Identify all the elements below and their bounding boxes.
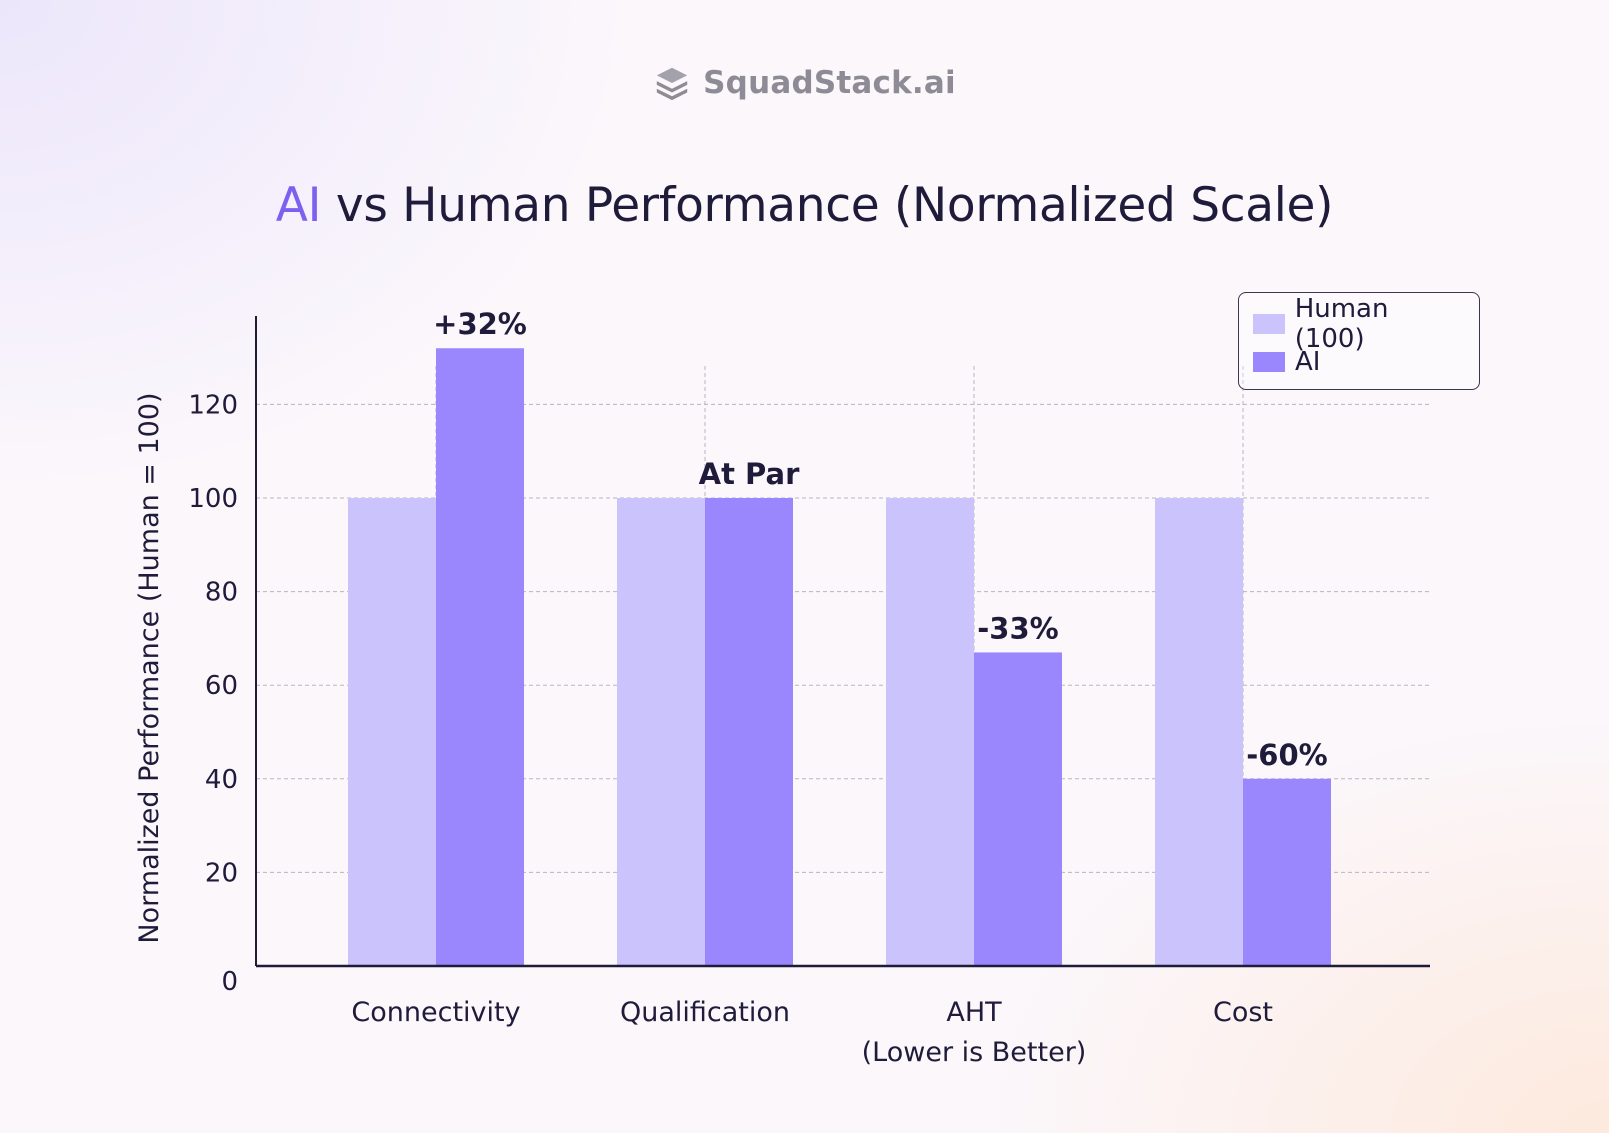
- legend-swatch-human: [1253, 314, 1285, 334]
- bar-ai-0: [436, 348, 524, 966]
- y-tick-label-60: 60: [205, 671, 238, 701]
- brand-name: SquadStack.ai: [703, 65, 956, 101]
- y-tick-label-120: 120: [188, 390, 238, 420]
- x-tick-label-2-line2: (Lower is Better): [862, 1037, 1087, 1068]
- data-label-3: -60%: [1246, 738, 1327, 772]
- legend: Human (100) AI: [1238, 292, 1480, 390]
- y-tick-label-0: 0: [221, 967, 238, 997]
- y-tick-label-20: 20: [205, 858, 238, 888]
- y-tick-label-40: 40: [205, 765, 238, 795]
- data-label-0: +32%: [433, 307, 527, 341]
- x-tick-label-3: Cost: [1213, 997, 1273, 1028]
- brand: SquadStack.ai: [0, 64, 1609, 102]
- legend-swatch-ai: [1253, 352, 1285, 372]
- bar-human-0: [348, 498, 436, 966]
- bar-human-3: [1155, 498, 1243, 966]
- bar-human-1: [617, 498, 705, 966]
- bar-human-2: [886, 498, 974, 966]
- x-tick-label-0: Connectivity: [351, 997, 520, 1028]
- legend-label-human: Human (100): [1294, 294, 1389, 354]
- bar-ai-1: [705, 498, 793, 966]
- bar-ai-2: [974, 652, 1062, 966]
- title-rest: vs Human Performance (Normalized Scale): [321, 178, 1334, 233]
- y-axis-label: Normalized Performance (Human = 100): [134, 392, 165, 943]
- data-label-1: At Par: [699, 457, 800, 491]
- stack-layers-icon: [656, 67, 688, 101]
- legend-item-human: Human (100): [1253, 294, 1465, 354]
- x-tick-label-2: AHT: [946, 997, 1002, 1028]
- bar-ai-3: [1243, 778, 1331, 966]
- legend-label-ai: AI: [1295, 347, 1321, 377]
- x-tick-label-1: Qualification: [620, 997, 790, 1028]
- chart-title: AI vs Human Performance (Normalized Scal…: [0, 178, 1609, 233]
- data-label-2: -33%: [977, 611, 1058, 645]
- y-tick-label-80: 80: [205, 578, 238, 608]
- legend-item-ai: AI: [1253, 343, 1465, 381]
- y-tick-label-100: 100: [188, 484, 238, 514]
- title-accent: AI: [275, 178, 322, 233]
